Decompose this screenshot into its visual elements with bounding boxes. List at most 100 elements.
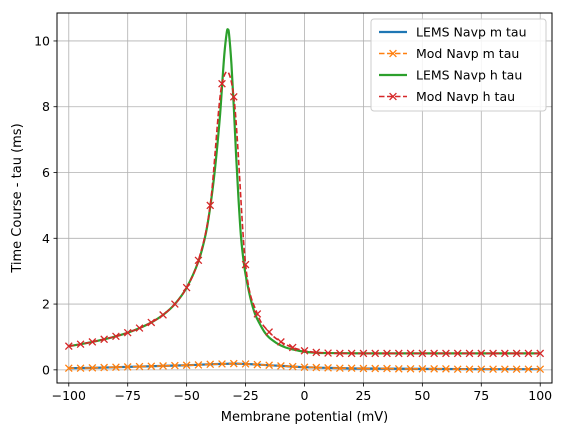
legend-label: Mod Navp h tau: [416, 89, 515, 104]
data-point-marker: [324, 349, 332, 357]
data-point-marker: [265, 328, 274, 336]
data-point-marker: [489, 365, 497, 374]
x-tick-label: 0: [301, 388, 309, 403]
y-axis-label: Time Course - tau (ms): [10, 123, 25, 273]
data-point-marker: [430, 349, 439, 358]
y-tick-label: 6: [42, 165, 50, 180]
data-point-marker: [418, 364, 427, 373]
data-point-marker: [241, 260, 250, 269]
legend-box: [370, 18, 547, 112]
data-point-marker: [430, 364, 439, 373]
data-point-marker: [206, 201, 215, 210]
data-point-marker: [512, 349, 521, 358]
x-axis-label: Membrane potential (mV): [221, 410, 388, 425]
data-point-marker: [406, 349, 415, 358]
legend-label: Mod Navp m tau: [416, 46, 519, 61]
series-mod-navp-m-tau: [64, 359, 545, 374]
y-tick-label: 4: [42, 231, 50, 246]
data-point-marker: [300, 346, 309, 355]
data-point-marker: [347, 349, 356, 358]
data-point-marker: [406, 364, 415, 373]
data-point-marker: [218, 360, 226, 368]
data-point-marker: [253, 310, 262, 318]
x-tick-label: −50: [173, 388, 199, 403]
x-tick-label: −25: [232, 388, 258, 403]
data-point-marker: [112, 363, 120, 372]
data-point-marker: [123, 328, 132, 337]
x-tick-label: 50: [414, 388, 430, 403]
y-tick-label: 0: [42, 362, 50, 377]
data-point-marker: [512, 365, 521, 374]
data-point-marker: [135, 324, 144, 332]
data-point-marker: [371, 364, 380, 373]
data-point-marker: [465, 365, 474, 374]
data-point-marker: [265, 361, 274, 370]
data-point-marker: [112, 332, 120, 341]
data-point-marker: [442, 349, 450, 358]
data-point-marker: [418, 349, 427, 358]
legend-marker: [389, 92, 397, 101]
data-point-marker: [135, 362, 144, 371]
data-point-marker: [489, 349, 497, 358]
data-point-marker: [288, 343, 297, 352]
x-tick-label: −75: [115, 388, 141, 403]
data-point-marker: [218, 79, 226, 88]
data-point-marker: [524, 349, 533, 358]
data-point-marker: [453, 349, 462, 358]
data-point-marker: [300, 363, 309, 372]
data-point-marker: [206, 360, 215, 369]
data-point-marker: [253, 360, 262, 369]
data-point-marker: [335, 349, 344, 358]
data-point-marker: [277, 362, 285, 370]
data-point-marker: [100, 335, 109, 344]
plot-frame: [56, 12, 553, 384]
data-point-marker: [147, 318, 156, 327]
data-point-marker: [76, 364, 85, 373]
series-mod-navp-h-tau: [64, 71, 545, 358]
legend-marker: [389, 49, 397, 58]
y-tick-label: 10: [34, 33, 50, 48]
data-point-marker: [324, 364, 332, 372]
data-point-marker: [524, 365, 533, 374]
data-point-marker: [100, 363, 109, 372]
data-point-marker: [123, 363, 132, 371]
data-point-marker: [159, 362, 167, 370]
data-point-marker: [500, 349, 509, 358]
data-point-marker: [394, 349, 403, 358]
axis-ticks: −100 −75 −50 −25 0 25 50 75 100 0 2 4 6 8 10: [34, 33, 552, 403]
data-point-marker: [147, 362, 156, 371]
data-point-marker: [477, 349, 486, 358]
data-point-marker: [442, 364, 450, 373]
data-point-marker: [170, 361, 179, 370]
data-point-marker: [229, 359, 238, 368]
data-point-marker: [64, 342, 73, 351]
data-point-marker: [347, 364, 356, 373]
data-point-marker: [465, 349, 474, 358]
data-point-marker: [64, 364, 73, 373]
data-point-marker: [371, 349, 380, 358]
y-tick-label: 2: [42, 297, 50, 312]
y-tick-label: 8: [42, 99, 50, 114]
data-point-marker: [335, 364, 344, 373]
data-point-marker: [312, 348, 321, 357]
x-tick-label: 75: [473, 388, 489, 403]
plot-series: [64, 28, 545, 374]
data-point-marker: [229, 93, 238, 101]
data-point-marker: [241, 360, 250, 368]
x-tick-label: 100: [528, 388, 552, 403]
data-point-marker: [359, 349, 368, 358]
data-point-marker: [88, 338, 97, 346]
x-tick-label: 25: [355, 388, 371, 403]
data-point-marker: [477, 365, 486, 374]
data-point-marker: [394, 364, 403, 373]
data-point-marker: [536, 365, 545, 374]
legend-label: LEMS Navp h tau: [416, 68, 522, 83]
data-point-marker: [182, 283, 191, 292]
data-point-marker: [182, 361, 191, 370]
legend-label: LEMS Navp m tau: [416, 25, 527, 40]
data-point-marker: [536, 349, 545, 358]
data-point-marker: [277, 338, 285, 346]
x-tick-label: −100: [52, 388, 86, 403]
data-point-marker: [500, 365, 509, 374]
